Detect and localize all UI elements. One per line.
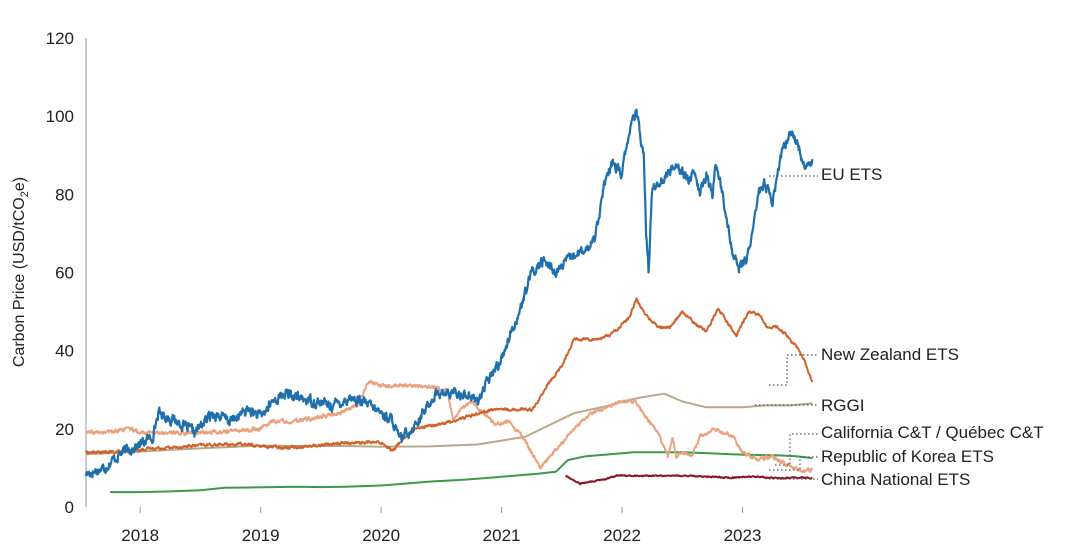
y-axis-label: Carbon Price (USD/tCO2e) <box>11 177 31 367</box>
series-label-rggi: RGGI <box>821 396 864 415</box>
series-line-new-zealand-ets <box>85 297 814 455</box>
series-line-republic-of-korea-ets <box>110 451 813 494</box>
y-tick-label: 60 <box>55 264 74 283</box>
x-tick-label: 2023 <box>724 526 762 545</box>
series-label-china-national-ets: China National ETS <box>821 470 970 489</box>
series-line-eu-ets <box>84 108 814 479</box>
x-tick-label: 2022 <box>603 526 641 545</box>
series-line-california-c-t-qu-bec-c-t <box>85 379 814 474</box>
y-tick-labels: 0 20 40 60 80 100 120 <box>46 29 74 517</box>
series-label-new-zealand-ets: New Zealand ETS <box>821 345 959 364</box>
y-tick-label: 80 <box>55 185 74 204</box>
leader-line-california-c-t-qu-bec-c-t <box>775 433 818 466</box>
x-tick-label: 2018 <box>121 526 159 545</box>
x-tick-label: 2021 <box>483 526 521 545</box>
y-tick-label: 100 <box>46 107 74 126</box>
y-tick-label: 0 <box>65 498 74 517</box>
series-lines <box>84 108 814 494</box>
y-tick-label: 20 <box>55 420 74 439</box>
leader-line-new-zealand-ets <box>769 354 818 386</box>
x-tick-label: 2020 <box>362 526 400 545</box>
series-label-eu-ets: EU ETS <box>821 165 882 184</box>
x-tick-labels: 2018 2019 2020 2021 2022 2023 <box>121 507 761 545</box>
series-line-china-national-ets <box>564 474 813 486</box>
x-tick-label: 2019 <box>242 526 280 545</box>
y-tick-label: 120 <box>46 29 74 48</box>
y-tick-label: 40 <box>55 342 74 361</box>
series-labels: EU ETS New Zealand ETS RGGI California C&T … <box>755 165 1044 489</box>
leader-line-republic-of-korea-ets <box>769 456 818 471</box>
series-label-california-c-t-qu-bec-c-t: California C&T / Québec C&T <box>821 423 1044 442</box>
series-label-republic-of-korea-ets: Republic of Korea ETS <box>821 447 994 466</box>
